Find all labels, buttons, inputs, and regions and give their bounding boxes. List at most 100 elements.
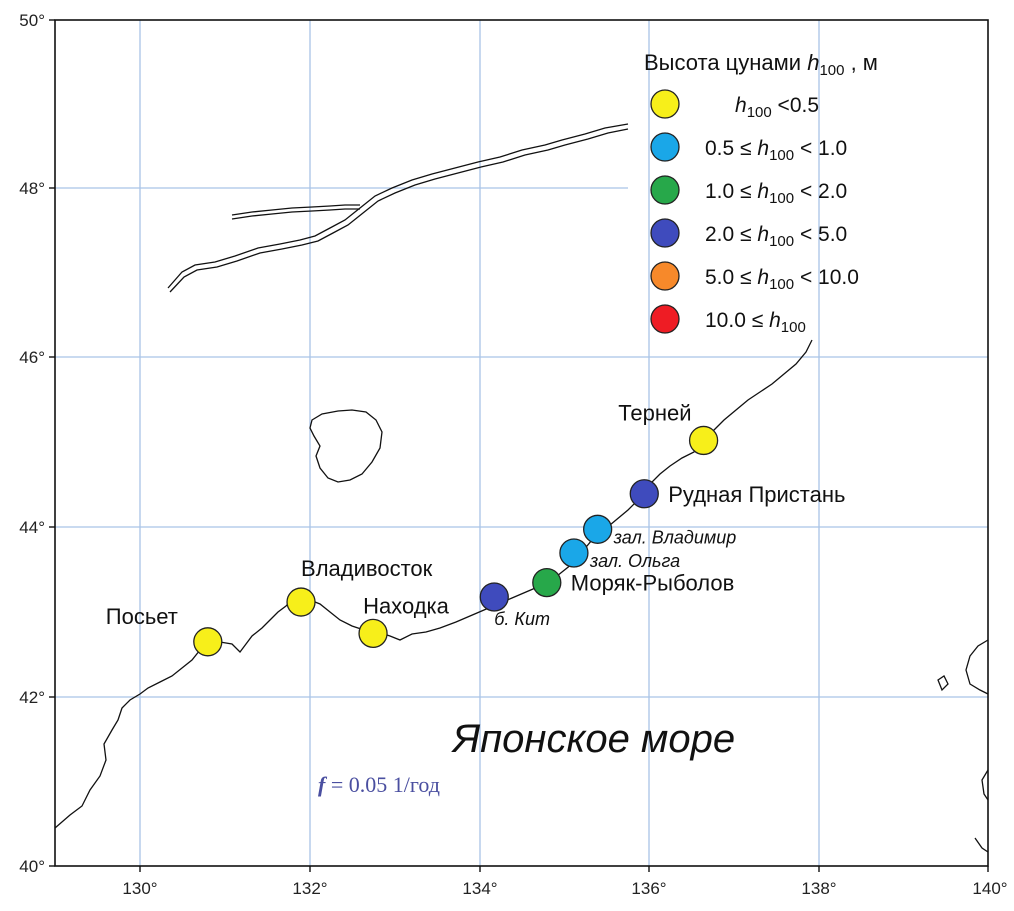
lat-tick-label: 46° [19,348,45,367]
lat-tick-label: 48° [19,179,45,198]
lon-tick-label: 136° [631,879,666,898]
station: Рудная Пристань [629,479,845,509]
legend-label-part: < 10.0 [794,266,859,289]
legend-marker [650,175,680,205]
legend-label-part: 100 [747,104,772,121]
station-marker [479,582,509,612]
coastline-japan [981,769,989,801]
legend-label-part: h [769,309,781,332]
legend-label-part: 100 [769,276,794,293]
station: зал. Владимир [583,514,737,547]
legend-label-part: < 1.0 [794,137,847,160]
legend-item: 0.5 ≤ h100 < 1.0 [650,132,847,164]
frequency-symbol: f [318,772,328,797]
legend-label-part: <0.5 [772,94,819,117]
legend-label-part: 0.5 ≤ [705,137,757,160]
legend-item: h100 <0.5 [650,89,819,121]
legend-label-part: 1.0 ≤ [705,180,757,203]
legend-marker [650,89,680,119]
legend-label-part: h [757,223,769,246]
station-label: Посьет [106,604,178,629]
legend-marker [650,218,680,248]
station-label: Терней [618,400,691,425]
latitude-labels: 40° 42° 44° 46° 48° 50° [19,11,45,876]
legend-label-part: h [757,266,769,289]
legend-label: 1.0 ≤ h100 < 2.0 [705,180,847,207]
legend-label: 10.0 ≤ h100 [705,309,806,336]
lon-tick-label: 130° [122,879,157,898]
coastline-japan [965,639,989,695]
legend-label-part: 100 [769,147,794,164]
station: Моряк-Рыболов [532,567,735,598]
station: Владивосток [286,556,433,617]
coastline-japan [937,675,949,692]
legend-title-prefix: Высота цунами [644,50,807,75]
legend-item: 5.0 ≤ h100 < 10.0 [650,261,859,293]
station-marker [688,425,719,456]
station-marker [358,618,388,648]
station: Посьет [106,604,223,657]
legend-label-part: 100 [781,319,806,336]
legend-label: 2.0 ≤ h100 < 5.0 [705,223,847,250]
lat-tick-label: 50° [19,11,45,30]
station-label: Владивосток [301,556,433,581]
lon-tick-label: 140° [972,879,1007,898]
station-marker [629,479,659,509]
legend-marker [650,261,680,291]
legend-item: 10.0 ≤ h100 [650,304,806,336]
legend-label: h100 <0.5 [735,94,819,121]
station-label: Моряк-Рыболов [571,571,735,596]
coastline-japan [974,837,989,853]
station-label: Находка [363,593,450,618]
station-marker [286,587,316,617]
amur-river [167,123,629,293]
lat-tick-label: 40° [19,857,45,876]
station-label: б. Кит [494,609,550,629]
station: Терней [618,400,719,456]
legend-title-sub: 100 [819,62,844,79]
legend-label-part: < 2.0 [794,180,847,203]
frequency-value: = 0.05 1/год [325,772,440,797]
legend: Высота цунами h100 , м h100 <0.50.5 ≤ h1… [644,50,878,336]
station-label: зал. Владимир [613,527,737,547]
legend-label: 0.5 ≤ h100 < 1.0 [705,137,847,164]
stations: Посьет Владивосток Находка б. Кит Моряк-Рыбо… [106,400,845,657]
lat-tick-label: 44° [19,518,45,537]
frequency-label: f = 0.05 1/год [318,772,440,797]
legend-label: 5.0 ≤ h100 < 10.0 [705,266,859,293]
legend-label-part: 100 [769,233,794,250]
station: зал. Ольга [559,538,680,571]
longitude-labels: 130° 132° 134° 136° 138° 140° [122,879,1007,898]
legend-item: 1.0 ≤ h100 < 2.0 [650,175,847,207]
station-label: Рудная Пристань [668,482,845,507]
station-label: зал. Ольга [589,551,680,571]
tick-marks [49,19,989,872]
map-frame [54,19,989,867]
legend-label-part: < 5.0 [794,223,847,246]
legend-label-part: h [757,137,769,160]
legend-title-unit: , м [844,50,877,75]
legend-title-h: h [807,50,819,75]
station-marker [532,567,562,598]
sea-label: Японское море [451,717,735,761]
station-marker [583,514,613,544]
station-marker [193,627,223,657]
legend-marker [650,304,680,334]
lon-tick-label: 138° [801,879,836,898]
legend-label-part: 10.0 ≤ [705,309,769,332]
legend-label-part: 5.0 ≤ [705,266,757,289]
legend-item: 2.0 ≤ h100 < 5.0 [650,218,847,250]
lat-tick-label: 42° [19,688,45,707]
lon-tick-label: 134° [462,879,497,898]
station-marker [559,538,589,568]
station: б. Кит [479,582,550,629]
lake-khanka [309,409,383,483]
legend-label-part: h [735,94,747,117]
legend-items: h100 <0.50.5 ≤ h100 < 1.01.0 ≤ h100 < 2.… [650,89,859,336]
station: Находка [358,593,450,648]
lon-tick-label: 132° [292,879,327,898]
legend-label-part: 100 [769,190,794,207]
legend-label-part: h [757,180,769,203]
legend-label-part: 2.0 ≤ [705,223,757,246]
